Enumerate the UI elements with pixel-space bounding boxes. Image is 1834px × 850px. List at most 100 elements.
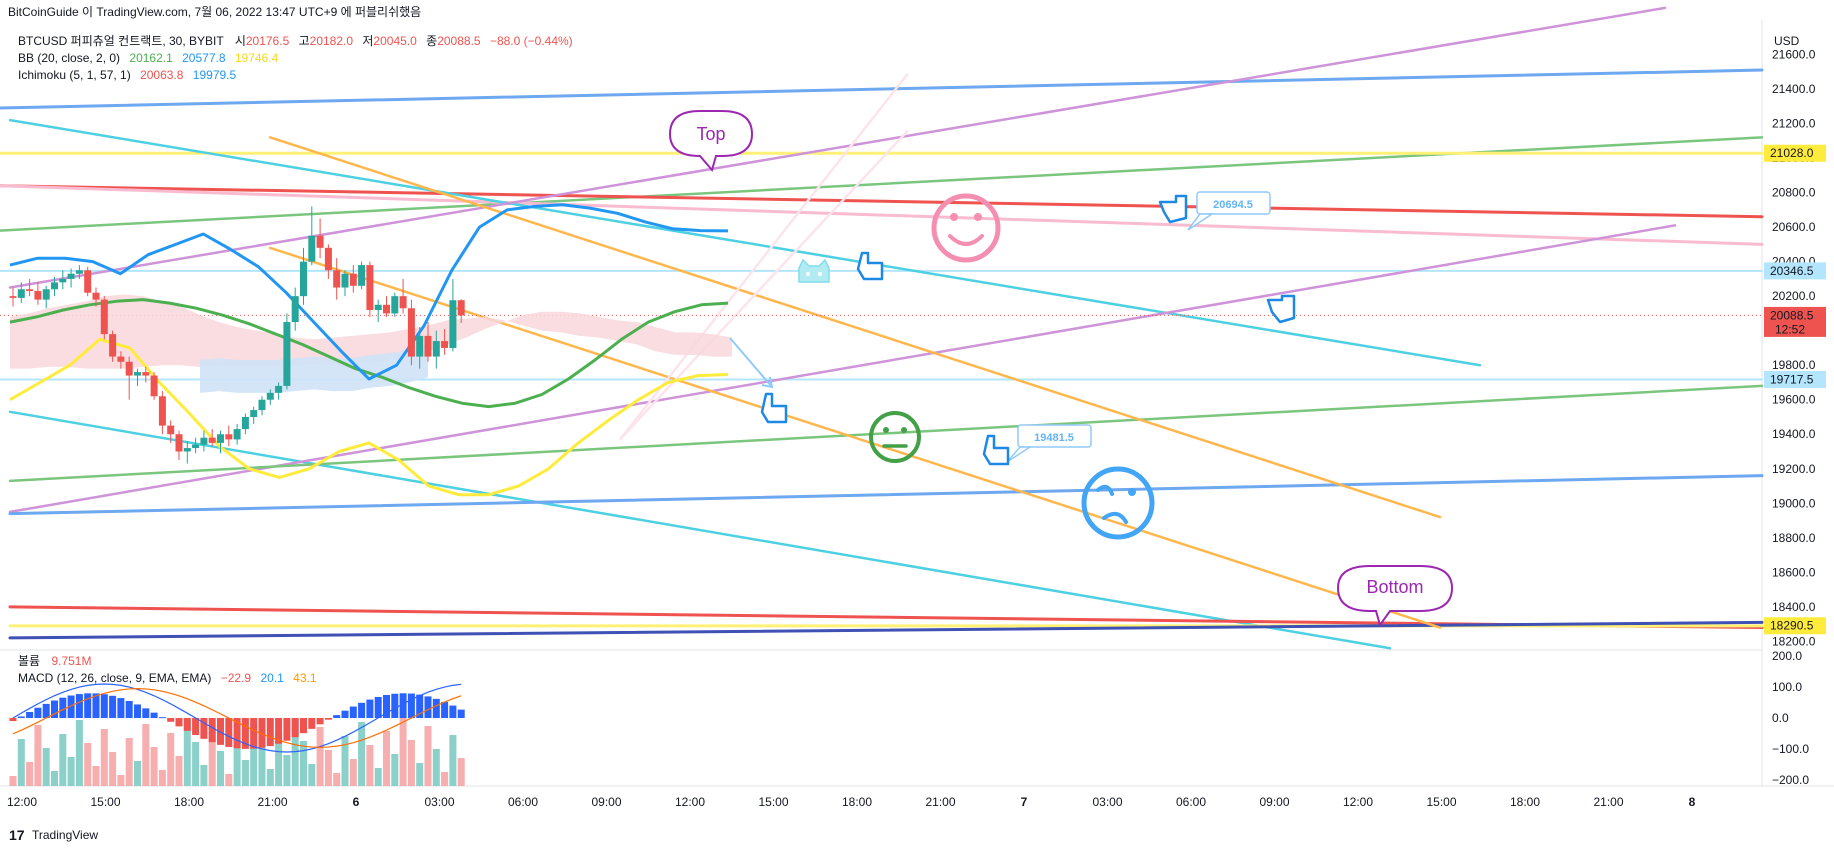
happy-face-icon[interactable] — [931, 193, 1001, 263]
candle[interactable] — [42, 285, 50, 309]
macd-line[interactable] — [12, 683, 462, 753]
candle[interactable] — [200, 430, 208, 452]
candle[interactable] — [125, 356, 133, 400]
top-label: Top — [696, 124, 725, 144]
pointing-hand-icon[interactable] — [1158, 194, 1188, 224]
trend-line-blue-upper[interactable] — [0, 68, 1764, 110]
trend-line-blue-lower[interactable] — [8, 474, 1764, 516]
trend-line-pink[interactable] — [0, 184, 1764, 246]
ichimoku-legend[interactable]: Ichimoku (5, 1, 57, 1) 20063.8 19979.5 — [18, 68, 237, 82]
candle[interactable] — [283, 313, 291, 390]
candle[interactable] — [233, 423, 241, 445]
candle[interactable] — [192, 437, 200, 454]
candle[interactable] — [241, 413, 249, 435]
candle[interactable] — [51, 277, 58, 297]
channel-line-pink-1[interactable] — [619, 72, 909, 441]
level-line-navy-bottom[interactable] — [8, 620, 1764, 640]
candle[interactable] — [432, 330, 440, 369]
trend-line-orange-lower[interactable] — [268, 246, 1442, 629]
trend-line-purple-lower[interactable] — [8, 224, 1677, 514]
pointing-hand-icon[interactable] — [982, 434, 1010, 466]
neutral-face-icon[interactable] — [869, 411, 921, 463]
top-bubble[interactable] — [668, 110, 754, 173]
candle[interactable] — [109, 330, 117, 362]
candle[interactable] — [34, 282, 42, 305]
candle[interactable] — [75, 265, 83, 279]
candle[interactable] — [142, 366, 150, 383]
bb-basis-line[interactable] — [9, 298, 729, 409]
candle[interactable] — [424, 322, 432, 362]
candle[interactable] — [316, 218, 324, 259]
candle[interactable] — [9, 287, 17, 307]
pointing-hand-icon[interactable] — [760, 392, 788, 424]
bb-upper-line[interactable] — [9, 203, 729, 381]
candle[interactable] — [366, 261, 374, 317]
candle[interactable] — [117, 351, 125, 369]
candle[interactable] — [183, 441, 191, 464]
candle[interactable] — [416, 327, 424, 369]
bottom-bubble[interactable] — [1336, 565, 1454, 628]
trend-line-cyan-upper[interactable] — [8, 118, 1482, 367]
candle[interactable] — [258, 396, 266, 416]
candle[interactable] — [399, 278, 407, 314]
candle[interactable] — [225, 425, 233, 447]
candle[interactable] — [100, 296, 108, 340]
candle[interactable] — [291, 287, 299, 331]
channel-line-pink-2[interactable] — [619, 129, 909, 441]
candle[interactable] — [84, 266, 92, 297]
cat-face-icon[interactable] — [798, 258, 830, 283]
trend-line-purple-upper[interactable] — [8, 6, 1667, 289]
candle[interactable] — [300, 247, 307, 305]
candle[interactable] — [175, 430, 183, 461]
candle[interactable] — [324, 244, 332, 279]
candle[interactable] — [67, 268, 75, 288]
candle[interactable] — [349, 265, 357, 293]
macd-legend[interactable]: MACD (12, 26, close, 9, EMA, EMA) −22.9 … — [18, 671, 317, 685]
candle[interactable] — [308, 206, 316, 266]
bottom-annotation[interactable]: Bottom — [1336, 565, 1454, 628]
candle[interactable] — [341, 270, 349, 297]
candle[interactable] — [333, 258, 341, 300]
candle[interactable] — [208, 429, 216, 447]
candle[interactable] — [250, 406, 258, 424]
dizzy-face-icon[interactable] — [1081, 466, 1155, 540]
candle[interactable] — [26, 278, 34, 297]
bb-lower-line[interactable] — [9, 337, 729, 497]
volume-legend[interactable]: 볼륨 9.751M — [18, 654, 91, 668]
candle[interactable] — [17, 282, 25, 304]
bb-legend[interactable]: BB (20, close, 2, 0) 20162.1 20577.8 197… — [18, 51, 279, 65]
candle[interactable] — [158, 391, 166, 435]
top-annotation[interactable]: Top — [668, 110, 754, 173]
trend-line-red[interactable] — [0, 184, 1764, 219]
candle[interactable] — [266, 389, 274, 405]
candle[interactable] — [374, 299, 382, 323]
signal-line[interactable] — [12, 688, 462, 748]
candle-body — [266, 392, 274, 400]
price-callout-2[interactable]: 19481.5 — [1006, 424, 1092, 463]
projection-arrow[interactable] — [729, 337, 773, 388]
candle[interactable] — [92, 287, 100, 307]
candle[interactable] — [358, 261, 366, 290]
candle[interactable] — [167, 420, 175, 443]
price-callout-1[interactable]: 20694.5 — [1187, 191, 1271, 231]
pointing-hand-icon[interactable] — [856, 251, 884, 281]
candle[interactable] — [383, 296, 390, 317]
candle[interactable] — [407, 299, 415, 366]
trend-line-cyan-lower[interactable] — [8, 410, 1392, 650]
trend-line-orange-upper[interactable] — [268, 136, 1442, 519]
candle[interactable] — [150, 372, 158, 400]
candle[interactable] — [59, 270, 67, 290]
candle[interactable] — [441, 328, 449, 355]
candle[interactable] — [134, 368, 141, 386]
macd-histogram-bar — [374, 696, 382, 718]
pointing-hand-icon[interactable] — [1266, 294, 1296, 324]
candle[interactable] — [457, 299, 465, 323]
macd-histogram-bar — [208, 718, 216, 743]
symbol-line[interactable]: BTCUSD 퍼피츄얼 컨트랙트, 30, BYBIT 시20176.5 고20… — [18, 34, 573, 48]
trend-line-green-lower[interactable] — [8, 384, 1764, 483]
candle[interactable] — [449, 278, 457, 352]
candle[interactable] — [217, 430, 224, 454]
candle[interactable] — [391, 292, 399, 317]
candle[interactable] — [275, 382, 283, 400]
